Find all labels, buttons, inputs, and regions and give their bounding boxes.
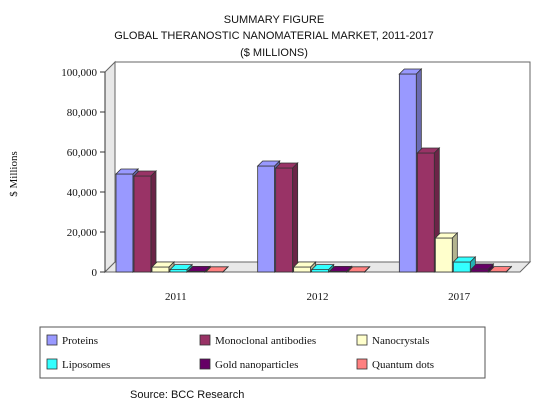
legend-swatch <box>356 334 368 346</box>
bar <box>187 265 211 273</box>
bar <box>310 263 335 273</box>
legend-label: Liposomes <box>62 359 110 371</box>
bar <box>205 265 229 273</box>
legend-swatch <box>199 334 211 346</box>
bar <box>346 265 371 273</box>
y-tick-label: 20,000 <box>67 227 98 239</box>
title-line-1: SUMMARY FIGURE <box>224 14 324 26</box>
x-tick-label: 2012 <box>307 291 329 303</box>
legend-box <box>39 326 486 379</box>
legend-label: Quantum dots <box>372 359 434 371</box>
chart-title: SUMMARY FIGURE GLOBAL THERANOSTIC NANOMA… <box>114 14 434 59</box>
legend-swatch <box>199 358 211 370</box>
x-tick-label: 2017 <box>448 291 471 303</box>
legend-label: Nanocrystals <box>372 335 429 347</box>
bar <box>470 263 495 273</box>
y-tick-label: 0 <box>92 267 98 279</box>
bar <box>488 265 513 273</box>
y-tick-label: 100,000 <box>61 67 97 79</box>
title-line-3: ($ MILLIONS) <box>240 47 308 59</box>
y-tick-label: 60,000 <box>67 147 98 159</box>
x-tick-label: 2011 <box>165 291 187 303</box>
bar <box>452 256 477 273</box>
legend-label: Proteins <box>62 335 98 347</box>
legend: Proteins Monoclonal antibodies Nanocrystal… <box>39 326 486 379</box>
bar <box>292 261 317 273</box>
bar <box>274 162 299 273</box>
legend-swatch <box>46 358 58 370</box>
legend-label: Monoclonal antibodies <box>215 335 316 347</box>
bar <box>133 170 157 273</box>
legend-swatch <box>46 334 58 346</box>
bar <box>151 261 175 273</box>
plot-side-wall <box>104 60 116 274</box>
y-tick-label: 40,000 <box>67 187 98 199</box>
title-line-2: GLOBAL THERANOSTIC NANOMATERIAL MARKET, … <box>114 30 434 42</box>
plot-back-wall <box>114 61 531 263</box>
y-axis-label: $ Millions <box>8 151 20 197</box>
plot-area: 0 20,000 40,000 60,000 80,000 100,000 2011 2012… <box>61 60 532 303</box>
source-note: Source: BCC Research <box>130 389 244 401</box>
y-tick-label: 80,000 <box>67 107 98 119</box>
legend-label: Gold nanoparticles <box>215 359 298 371</box>
bar <box>328 265 353 273</box>
legend-swatch <box>356 358 368 370</box>
bar <box>169 263 193 273</box>
